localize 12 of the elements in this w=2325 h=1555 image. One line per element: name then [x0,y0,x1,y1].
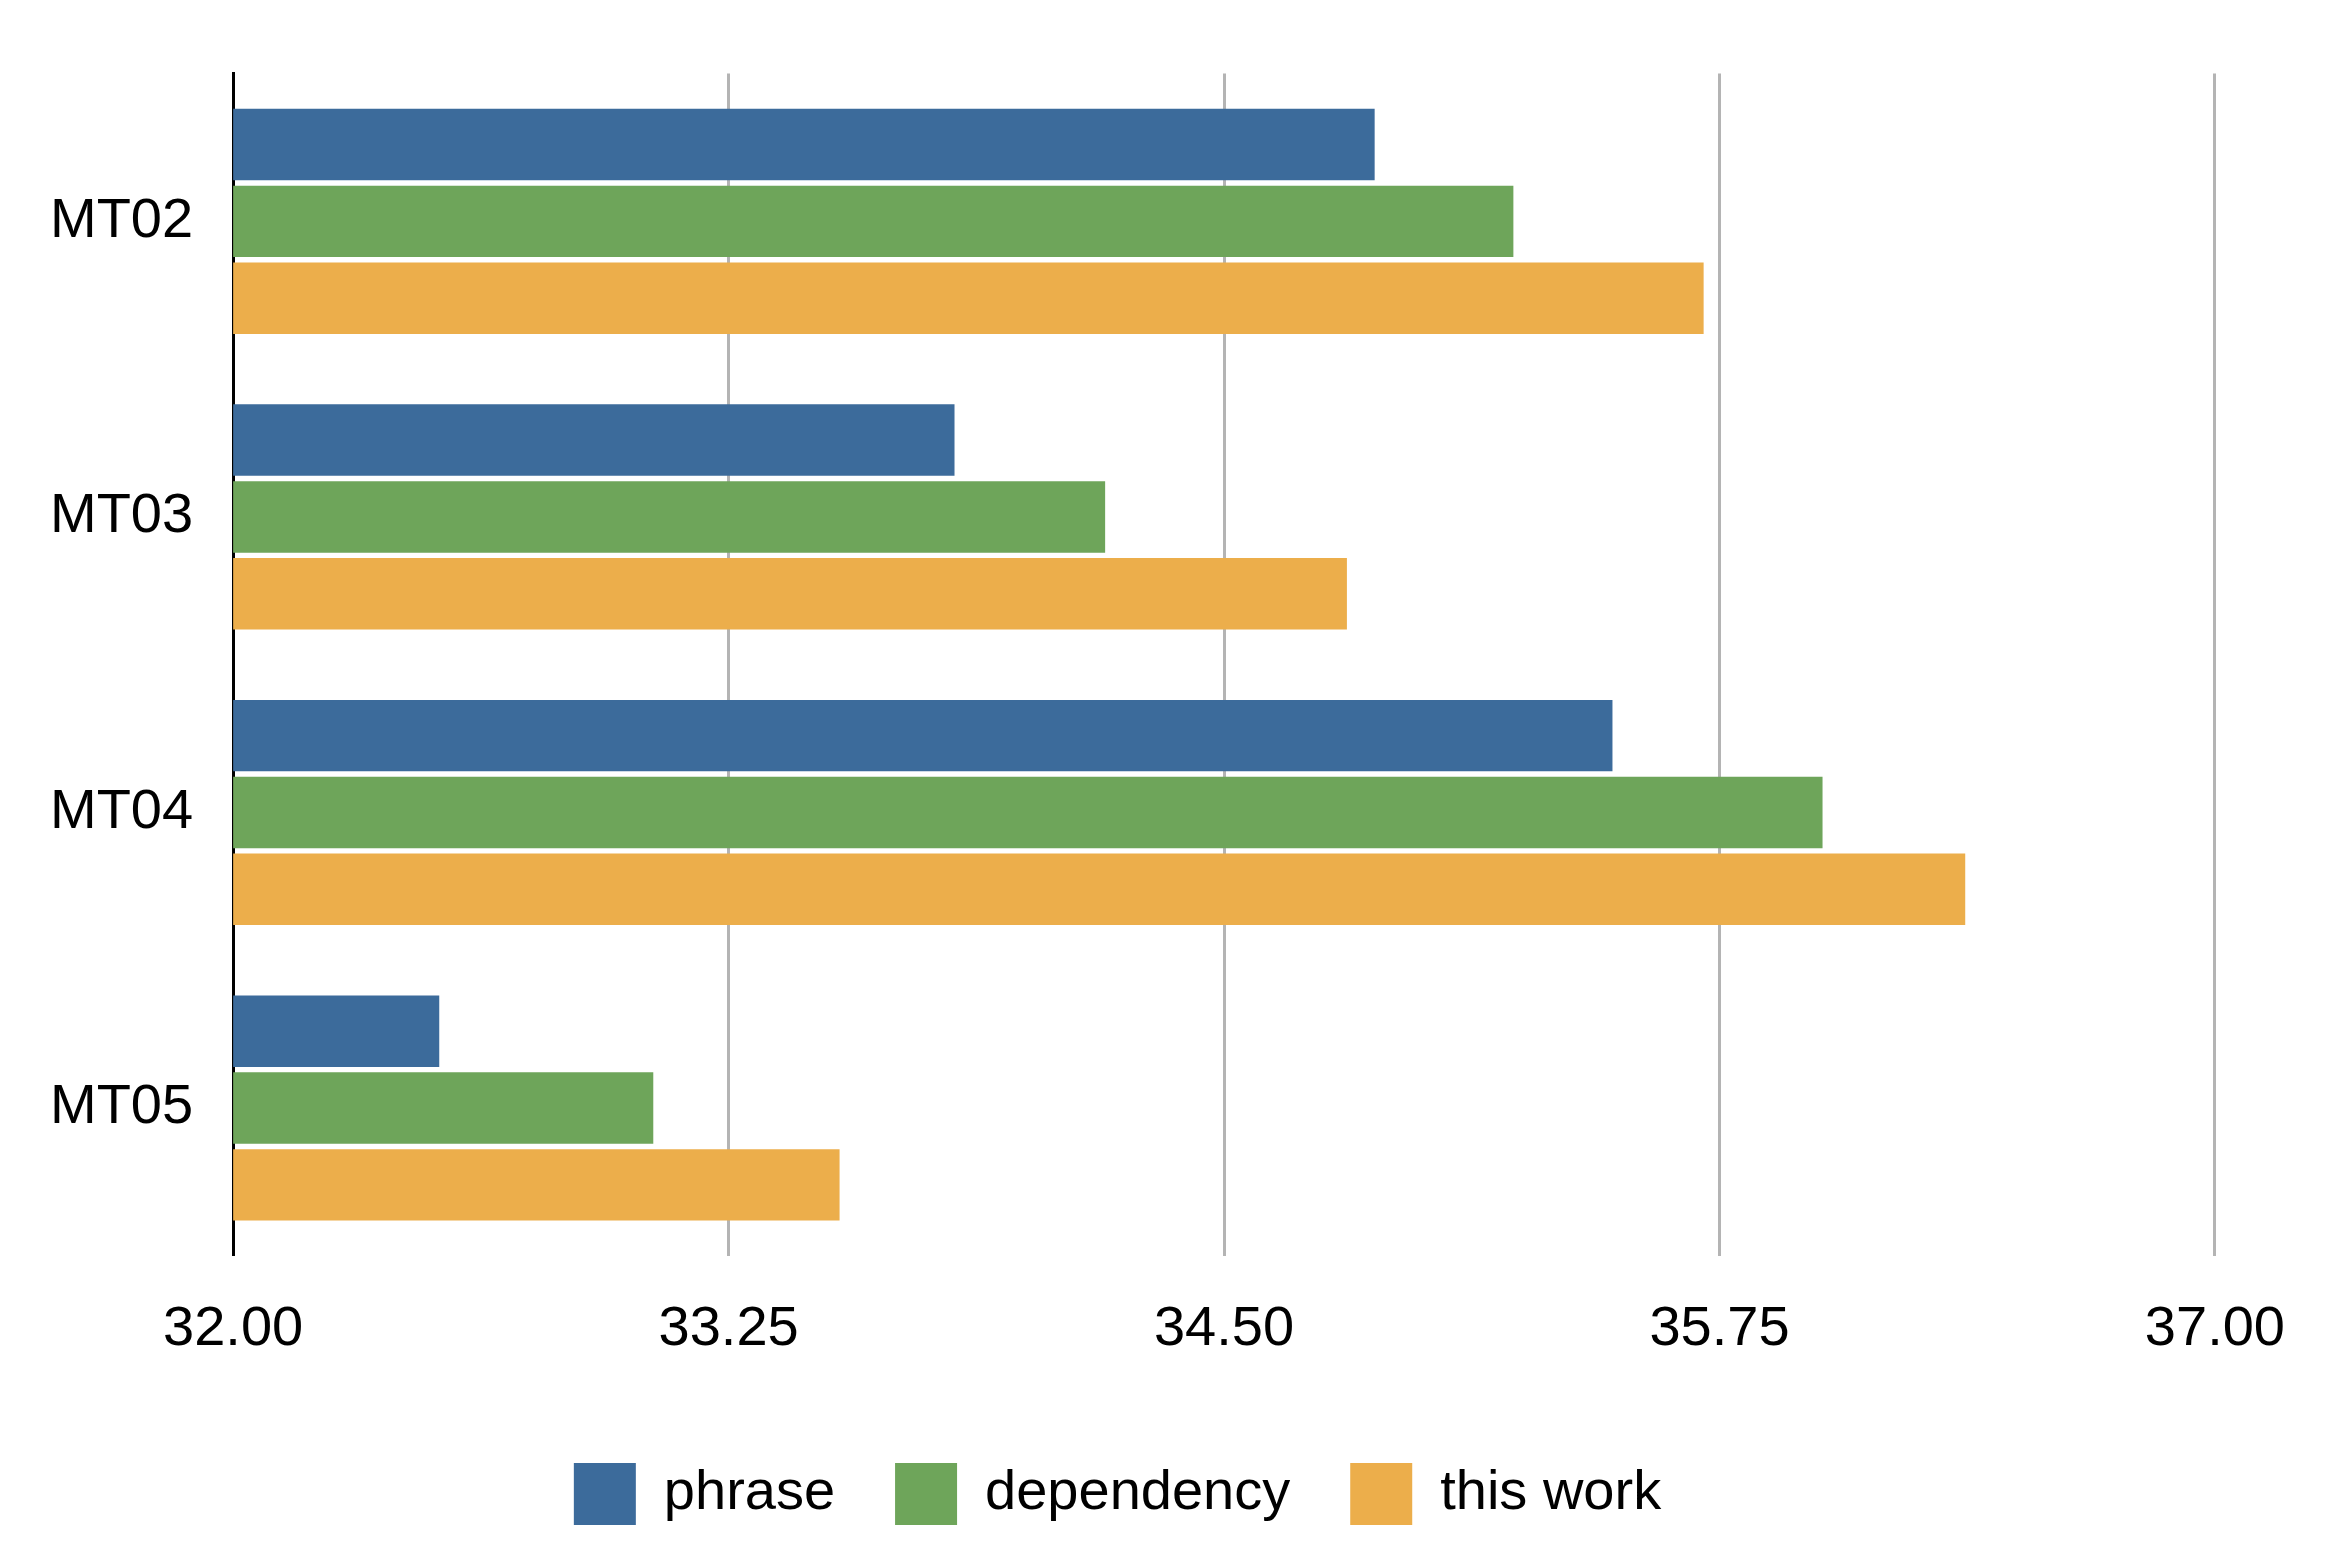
x-tick-label: 33.25 [658,1293,799,1357]
y-tick-label: MT02 [49,185,194,249]
legend-label: this work [1440,1458,1663,1522]
x-tick-label: 35.75 [1649,1293,1790,1357]
x-tick-label: 37.00 [2144,1293,2285,1357]
y-tick-label: MT04 [49,776,194,840]
legend-label: phrase [663,1458,836,1522]
x-tick-label: 34.50 [1153,1293,1295,1357]
x-tick-label: 32.00 [163,1293,304,1357]
y-tick-label: MT05 [49,1072,194,1136]
legend-label: dependency [985,1458,1291,1522]
y-tick-label: MT03 [49,481,194,545]
